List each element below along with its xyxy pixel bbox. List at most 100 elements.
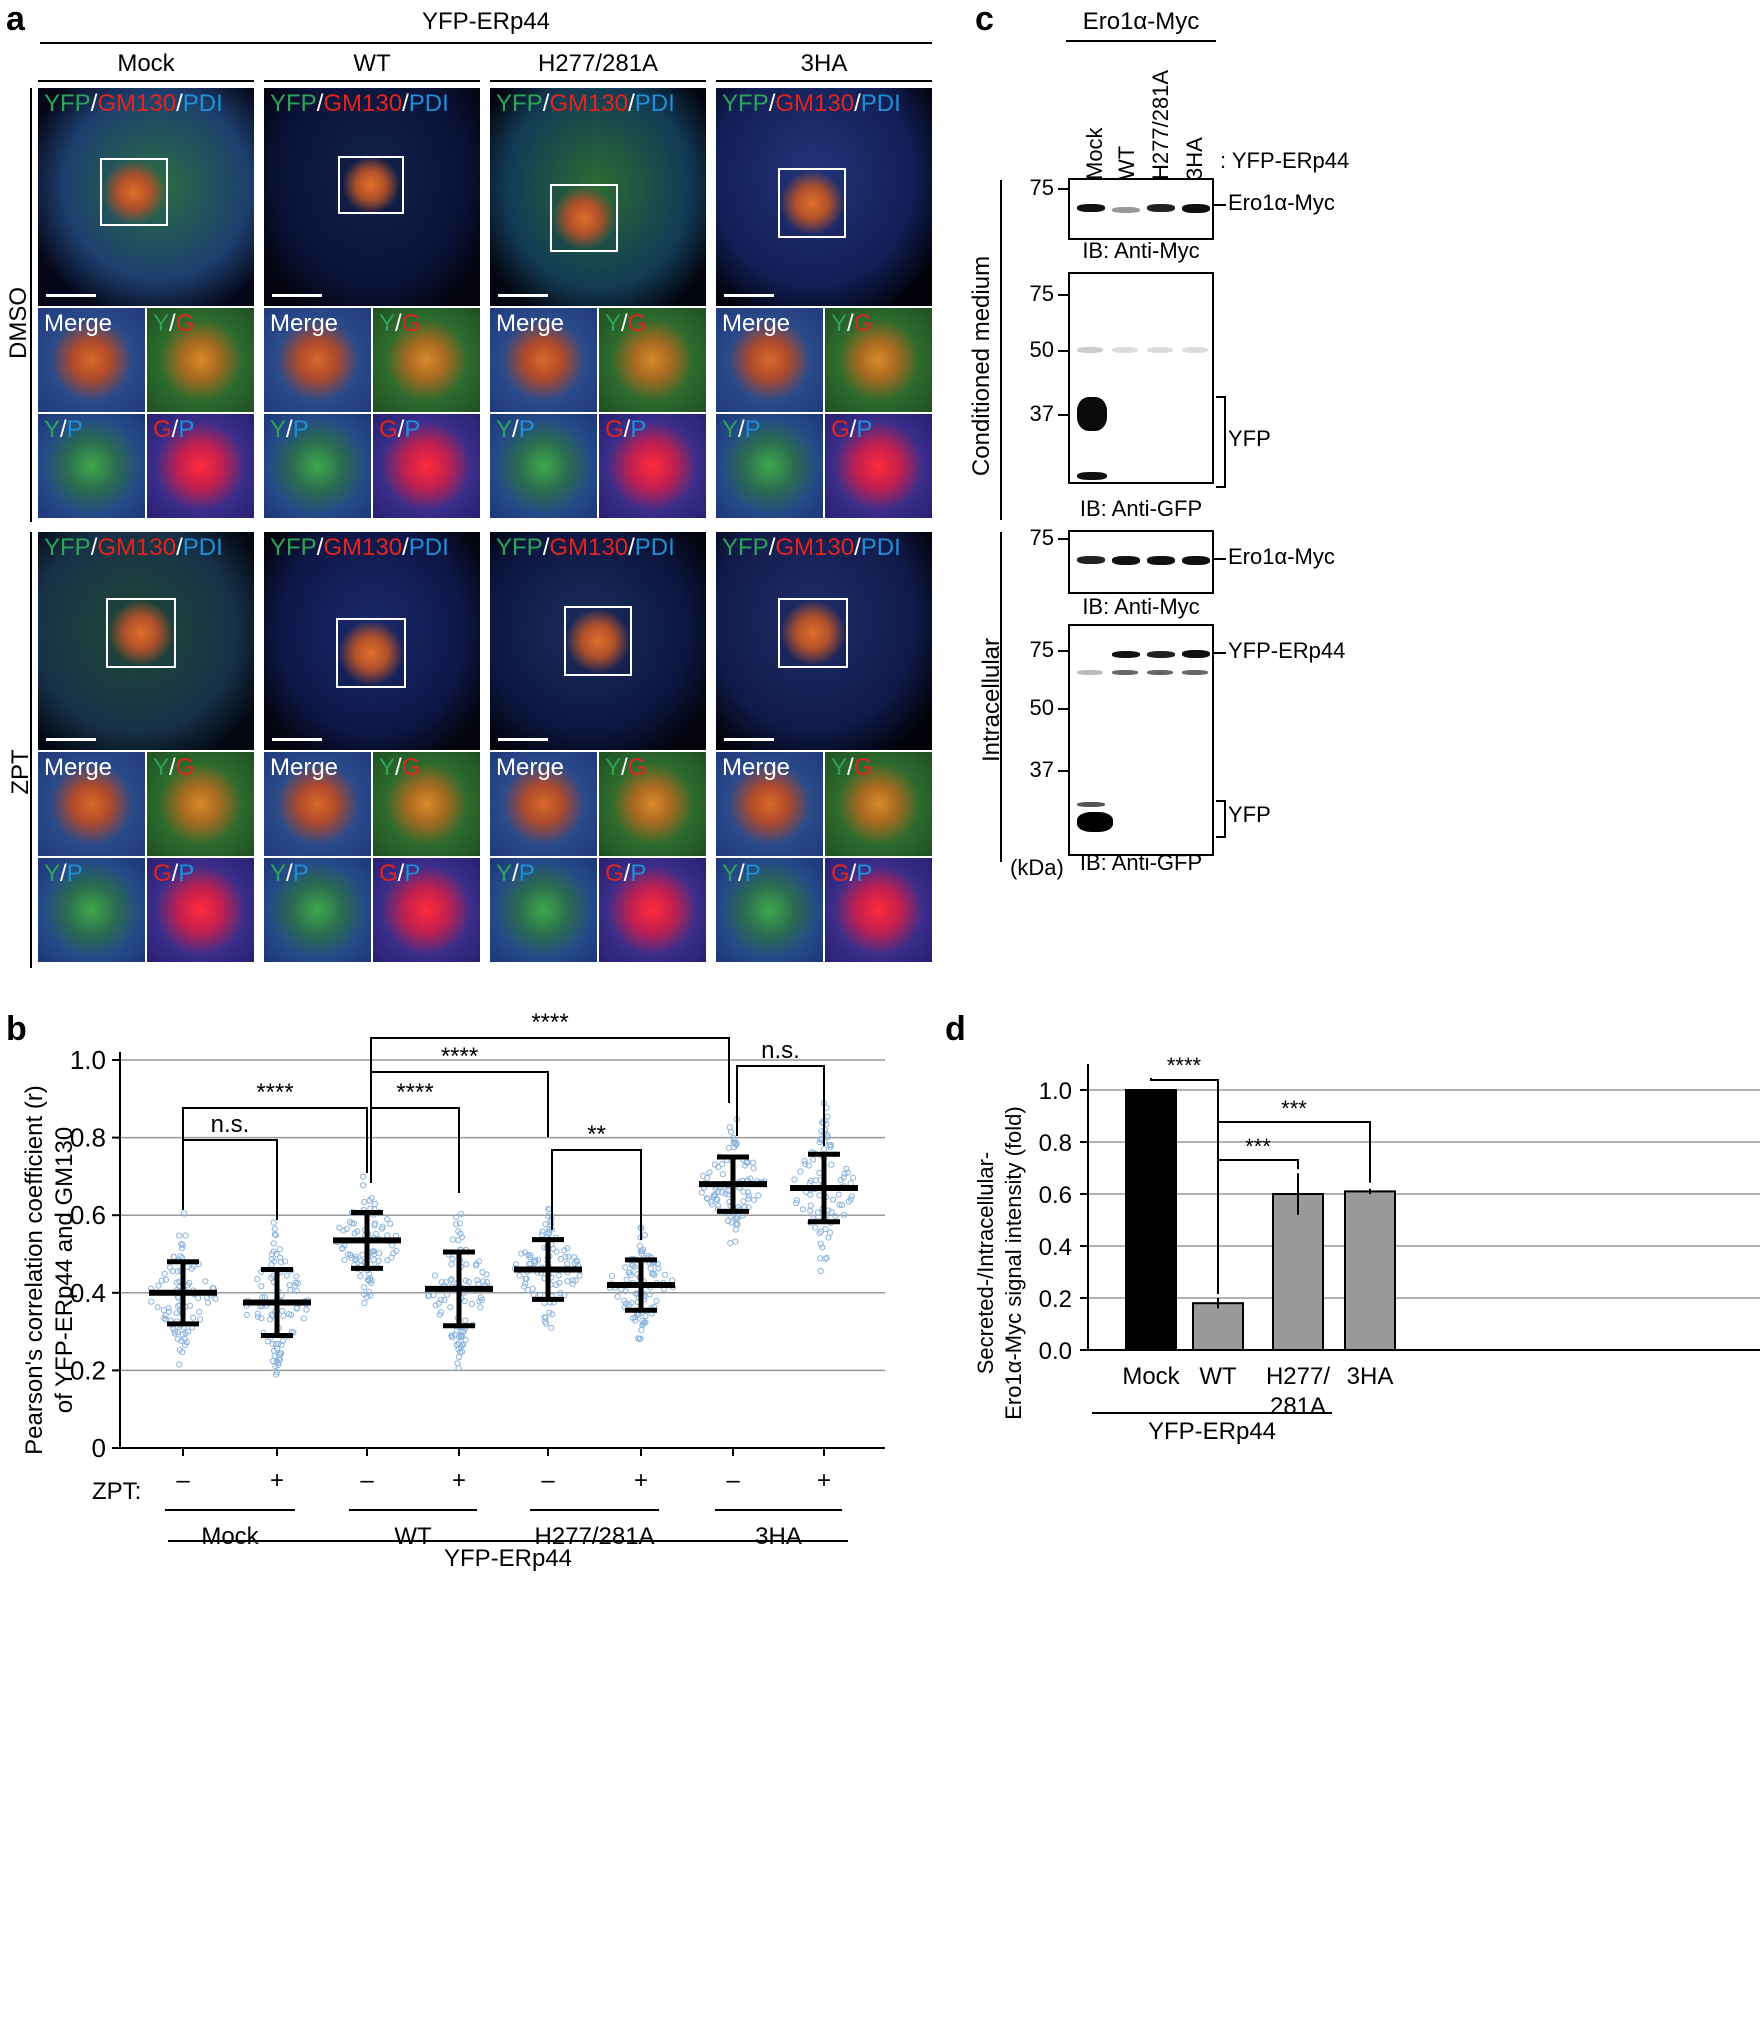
panel-d-ylabel: Secreted-/Intracellular- Ero1α-Myc signa… (972, 1063, 1028, 1463)
b-point-1-60 (254, 1276, 261, 1283)
b-point-6-1 (750, 1197, 758, 1204)
overlay-sep: / (176, 534, 183, 561)
b-point-3-60 (476, 1298, 483, 1305)
yfp-bracket-3 (1216, 800, 1226, 838)
micro-r1-c3-inset-merge: Merge (716, 752, 823, 856)
micro-r0-c0-inset-yg: Y/G (147, 308, 254, 412)
micro-r1-c1-inset-yp: Y/P (264, 858, 371, 962)
band-label-3-0: YFP-ERp44 (1228, 638, 1346, 663)
panel-d-letter: d (945, 1010, 966, 1048)
micro-r1-c3-scale-bar (724, 738, 774, 741)
b-point-1-1 (276, 1356, 284, 1363)
b-point-2-54 (354, 1228, 361, 1235)
micro-r1-c1-inset-merge: Merge (264, 752, 371, 856)
band-2-0 (1077, 556, 1105, 564)
b-sig-label-0: n.s. (211, 1111, 250, 1138)
inset-gp-b: P (630, 416, 647, 443)
panel-b-bottom-label: YFP-ERp44 (443, 1545, 573, 1572)
b-point-1-73 (282, 1258, 289, 1265)
inset-yg-a: Y (379, 310, 396, 337)
b-point-6-70 (706, 1169, 713, 1176)
zpt-label: ZPT: (92, 1478, 142, 1505)
band-0-2 (1147, 204, 1175, 212)
d-cat-label-2b: 281A (1270, 1393, 1326, 1420)
b-point-3-18 (474, 1277, 481, 1284)
inset-yg-sep: / (847, 310, 854, 337)
micro-r0-c2-inset-yp: Y/P (490, 414, 597, 518)
b-point-6-60 (733, 1140, 740, 1147)
b-point-4-33 (518, 1250, 525, 1257)
b-point-6-72 (740, 1188, 747, 1195)
micro-r0-c1-inset-yg-label: Y/G (379, 310, 420, 338)
b-point-1-17 (273, 1369, 280, 1376)
micro-r1-c3-overlay-label: YFP/GM130/PDI (722, 534, 901, 562)
section-conditioned-medium: Conditioned medium (968, 255, 995, 477)
micro-r1-c3-inset-gp: G/P (825, 858, 932, 962)
b-point-7-26 (822, 1255, 829, 1263)
band-tick-3-0 (1214, 652, 1226, 654)
b-point-2-58 (339, 1244, 346, 1252)
marker-3-2: 37 (1029, 757, 1054, 782)
overlay-gm130: GM130 (323, 534, 403, 561)
inset-yp-sep: / (60, 416, 67, 443)
panel-d-ylabel-line2: Ero1α-Myc signal intensity (fold) (1001, 1106, 1026, 1420)
b-point-1-80 (287, 1287, 294, 1294)
d-ytick-label-0: 0.0 (1039, 1338, 1072, 1365)
b-point-0-68 (176, 1232, 183, 1239)
row-rule-zpt (30, 532, 32, 968)
inset-yg-b: G (401, 754, 421, 781)
micro-r0-c1-scale-bar (272, 294, 322, 297)
b-point-4-73 (557, 1290, 564, 1297)
panel-d-bottom-label: YFP-ERp44 (1147, 1418, 1277, 1445)
overlay-sep: / (90, 534, 98, 561)
b-zpt-7: + (817, 1467, 831, 1494)
marker-tick-2-0 (1058, 538, 1068, 540)
b-point-7-82 (817, 1267, 824, 1275)
b-point-3-74 (438, 1279, 445, 1286)
b-zpt-2: – (360, 1467, 374, 1494)
band-label-3-1: YFP (1228, 802, 1271, 827)
b-point-3-80 (430, 1291, 437, 1299)
micro-r0-c0-inset-merge: Merge (38, 308, 145, 412)
band-3-0 (1112, 650, 1140, 658)
micro-r0-c2: YFP/GM130/PDI (490, 88, 706, 306)
b-point-5-2 (646, 1291, 653, 1298)
b-sig-bracket-0 (182, 1139, 278, 1220)
b-point-0-56 (196, 1308, 203, 1315)
b-point-7-57 (816, 1192, 823, 1199)
b-point-5-22 (608, 1272, 616, 1279)
overlay-yfp: YFP (496, 534, 543, 561)
b-point-7-60 (814, 1209, 822, 1216)
d-sig-label-2: *** (1245, 1134, 1271, 1159)
b-point-7-63 (807, 1191, 814, 1198)
b-point-4-81 (569, 1277, 577, 1284)
b-point-4-86 (525, 1252, 532, 1259)
inset-yp-a: Y (270, 860, 287, 887)
overlay-sep: / (542, 90, 550, 117)
inset-yg-b: G (175, 310, 195, 337)
column-rule-1 (264, 80, 480, 82)
micro-r1-c1-inset-gp: G/P (373, 858, 480, 962)
b-point-1-52 (273, 1357, 280, 1365)
micro-r0-c0-inset-yp-label: Y/P (44, 416, 83, 444)
b-point-6-55 (719, 1171, 727, 1178)
marker-tick-3-1 (1058, 708, 1068, 710)
inset-yg-sep: / (621, 310, 628, 337)
panel-b-bottom-rule (168, 1540, 848, 1542)
micro-r1-c0-inset-yp-label: Y/P (44, 860, 83, 888)
micro-r0-c2-inset-gp-label: G/P (605, 416, 646, 444)
overlay-sep: / (542, 534, 550, 561)
b-point-3-35 (484, 1279, 491, 1286)
overlay-sep: / (768, 90, 776, 117)
inset-yg-sep: / (621, 754, 628, 781)
micro-r1-c2-inset-merge: Merge (490, 752, 597, 856)
b-point-6-85 (726, 1144, 733, 1151)
b-point-7-76 (841, 1170, 848, 1177)
b-point-0-85 (178, 1244, 186, 1251)
b-point-3-41 (449, 1255, 456, 1262)
column-rule-3 (716, 80, 932, 82)
b-point-7-58 (793, 1197, 801, 1204)
inset-yg-sep: / (169, 310, 176, 337)
overlay-sep: / (628, 90, 635, 117)
micro-r1-c0-inset-yg: Y/G (147, 752, 254, 856)
